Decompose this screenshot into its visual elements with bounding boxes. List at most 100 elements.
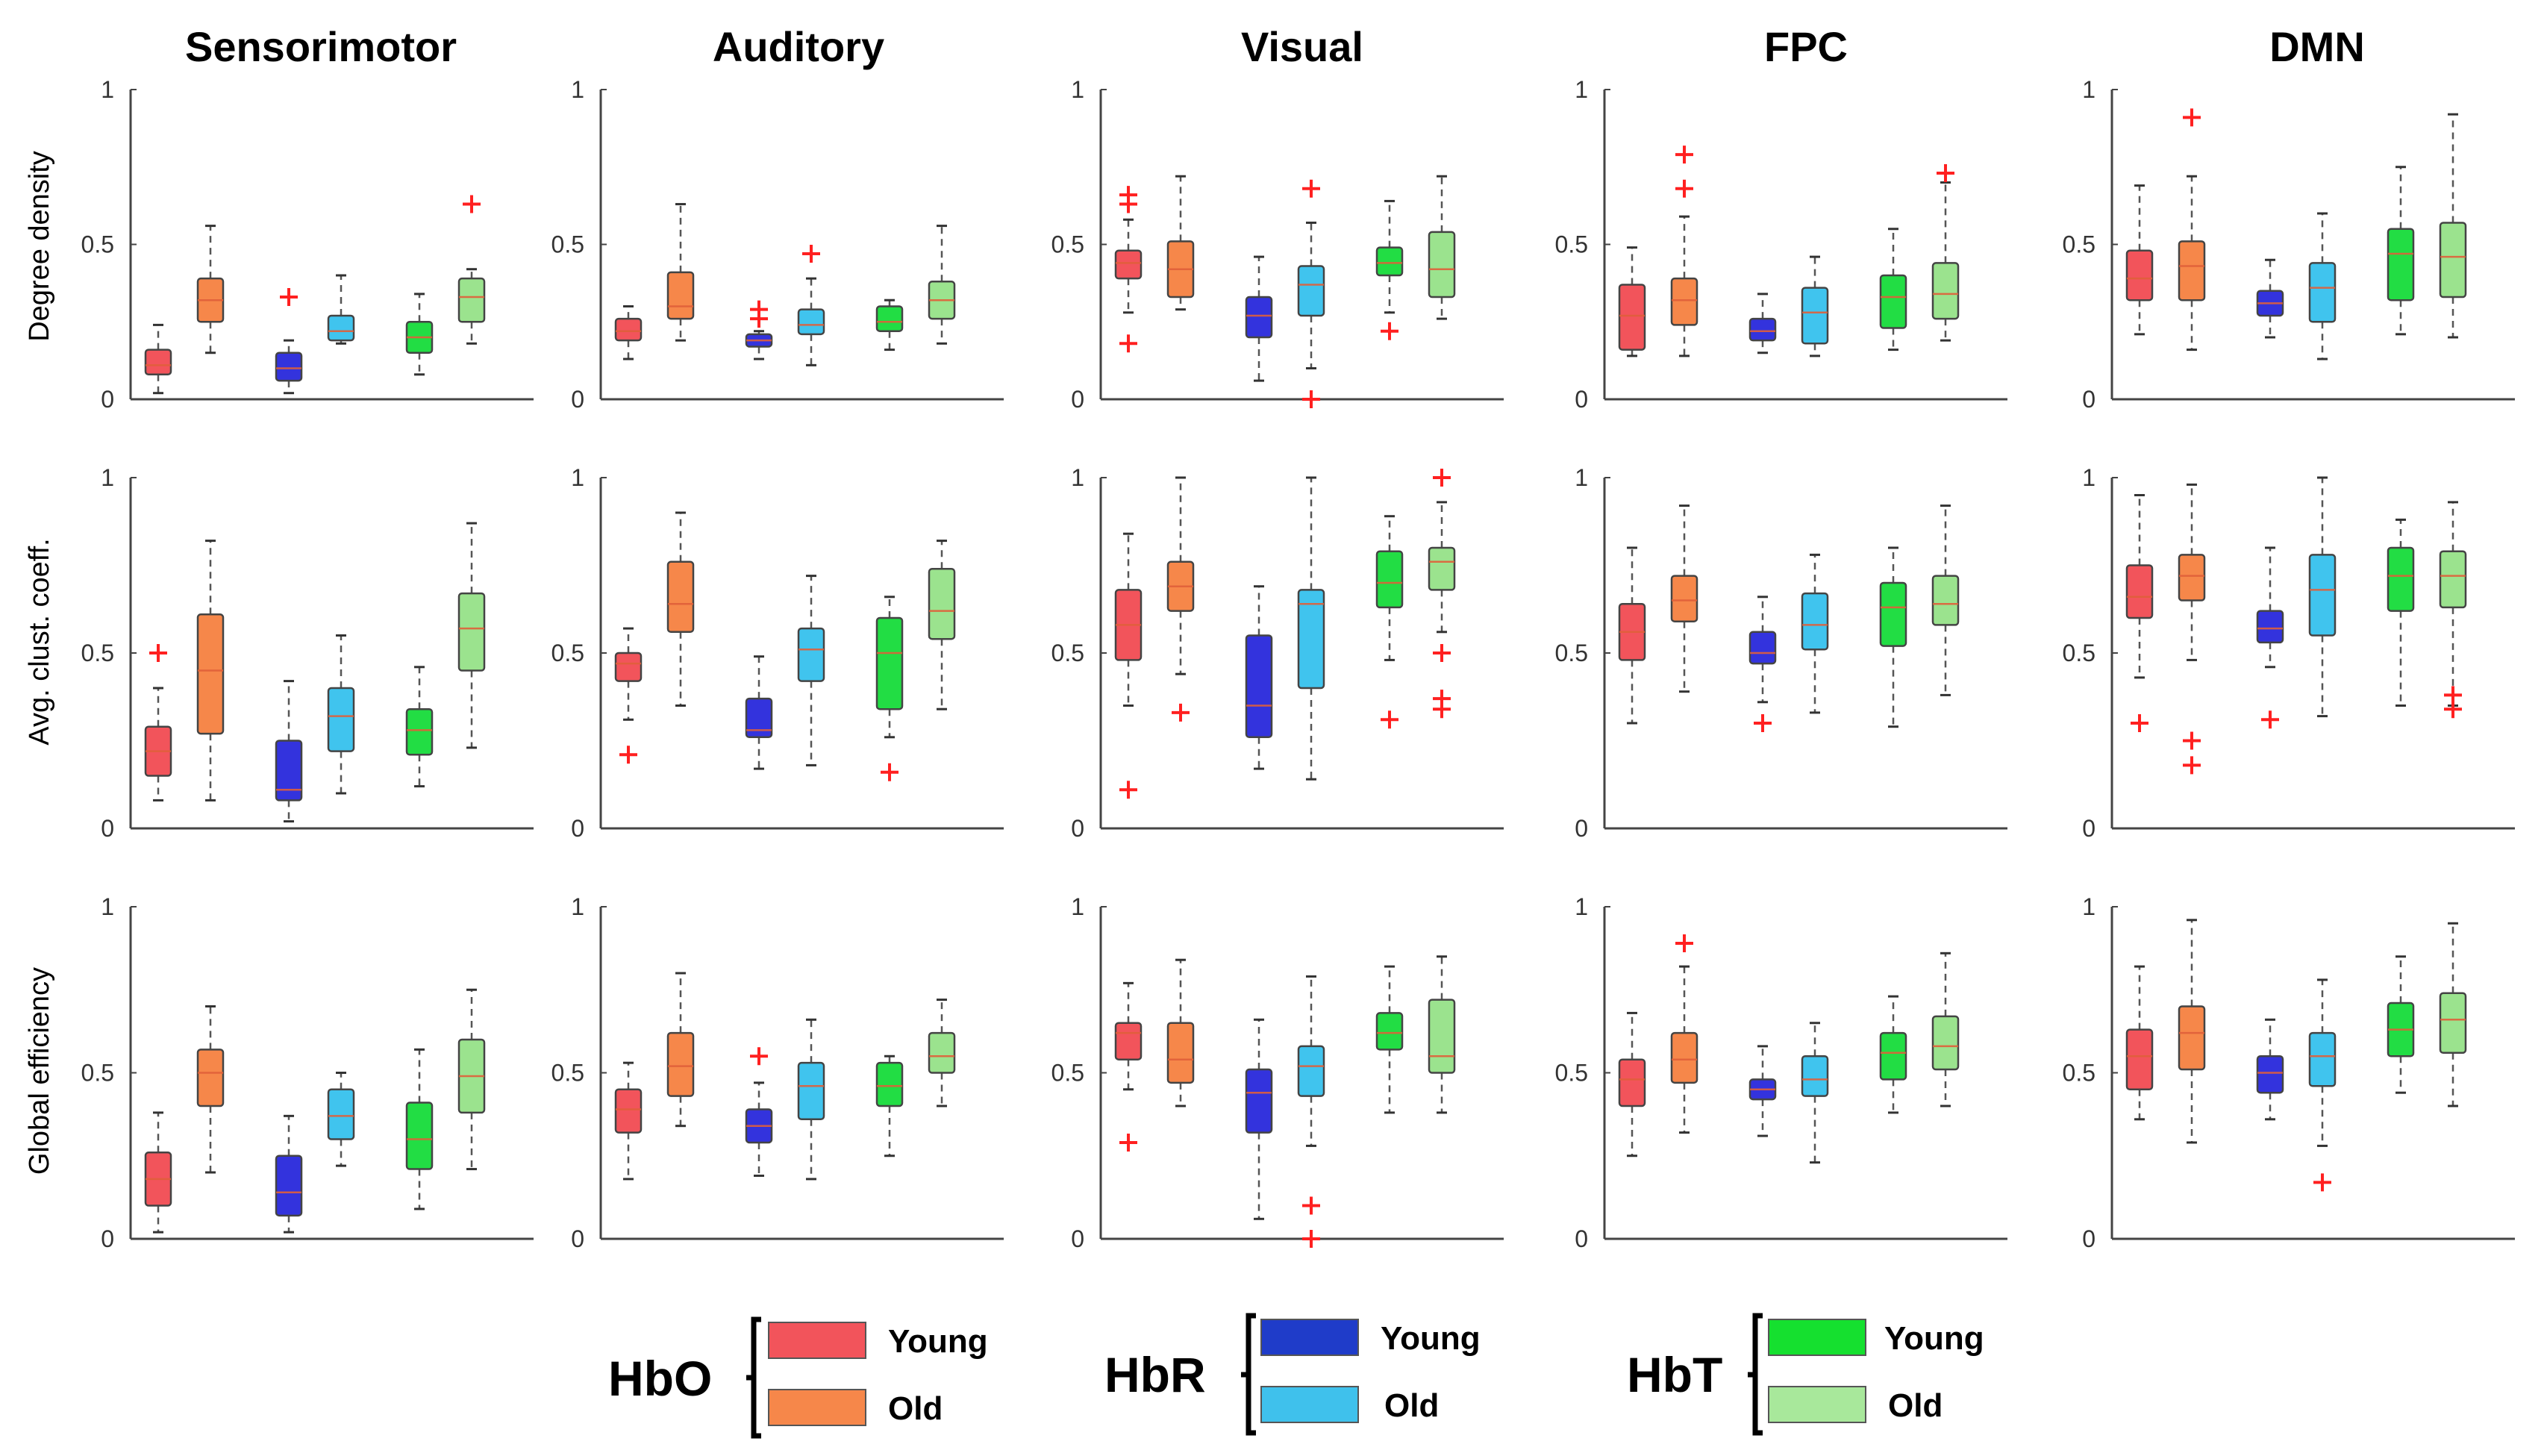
box-hbt-old [1428,469,1456,719]
box-hbo-young [144,323,172,395]
y-tick-label: 1 [571,76,584,103]
box-iqr [144,349,172,376]
outlier-marker [2183,756,2201,775]
box-hbo-old [1670,146,1698,357]
y-tick-label: 1 [101,893,114,920]
box-hbr-old [797,244,825,366]
box-iqr [1375,550,1404,609]
box-iqr [405,707,434,756]
y-tick-label: 0 [2082,386,2095,413]
panel-avg-clust-coeff-fpc: 00.51 [1555,464,2007,842]
box-iqr [928,1031,956,1074]
box-iqr [1801,1055,1829,1097]
box-hbo-young [2125,184,2154,336]
box-iqr [666,271,695,320]
box-iqr [1801,287,1829,345]
y-tick-label: 0.5 [2063,640,2095,666]
outlier-marker [1433,644,1451,662]
box-hbt-old [457,988,486,1171]
box-iqr [1428,231,1456,299]
panel-degree-density-dmn: 00.51 [2063,76,2515,413]
outlier-marker [750,1047,768,1066]
box-hbt-young [405,293,434,376]
box-iqr [275,1155,303,1217]
legend-group-label-hbo: HbO [608,1351,712,1406]
y-tick-label: 0.5 [551,231,584,258]
legend-swatch-hbo-young [768,1322,866,1359]
panel-global-efficiency-sensorimotor: 00.51 [81,893,534,1252]
box-iqr [1748,631,1777,665]
y-tick-label: 1 [2082,76,2095,103]
outlier-marker [1754,714,1772,732]
y-tick-label: 0 [571,815,584,842]
box-iqr [1428,546,1456,591]
legend-swatch-hbr-old [1260,1386,1359,1423]
outlier-marker [1675,934,1693,952]
box-iqr [614,1088,643,1134]
box-hbr-young [2256,546,2284,729]
box-hbt-old [1931,504,1960,696]
box-iqr [1166,1022,1195,1084]
y-tick-label: 0.5 [81,640,114,666]
row-label-avg-clust-coeff: Avg. clust. coeff. [24,538,55,745]
outlier-marker [1119,781,1137,799]
box-hbr-old [1297,476,1325,781]
box-hbr-young [2256,1018,2284,1121]
box-hbo-young [1618,546,1646,725]
box-hbt-young [2387,518,2415,707]
box-hbo-old [1166,958,1195,1107]
y-tick-label: 0.5 [2063,1060,2095,1087]
box-iqr [2308,262,2337,323]
box-hbt-young [1879,228,1907,351]
box-iqr [275,351,303,382]
box-hbt-old [2439,113,2467,339]
box-iqr [2439,992,2467,1054]
outlier-marker [2261,710,2279,729]
box-iqr [614,317,643,342]
box-hbt-old [2439,501,2467,719]
box-iqr [196,613,225,735]
panel-degree-density-visual: 00.51 [1051,76,1504,413]
column-title-fpc: FPC [1764,23,1848,70]
box-iqr [1879,1031,1907,1081]
outlier-marker [1433,469,1451,487]
box-iqr [875,616,904,710]
box-iqr [457,277,486,323]
box-iqr [2125,249,2154,301]
legend: HbO Young Old HbR Young Old HbT Young Ol… [608,1313,1984,1439]
box-iqr [797,627,825,682]
box-iqr [327,687,355,752]
box-hbo-old [2178,919,2206,1144]
outlier-marker [1675,179,1693,198]
y-tick-label: 0 [101,1225,114,1252]
legend-group-label-hbt: HbT [1627,1347,1722,1402]
box-iqr [1670,575,1698,622]
box-iqr [745,697,773,739]
box-hbt-young [1879,995,1907,1114]
y-tick-label: 1 [1575,893,1588,920]
box-hbt-young [1879,546,1907,728]
box-iqr [1670,277,1698,326]
box-hbo-young [614,305,643,360]
outlier-marker [1302,1196,1320,1215]
y-tick-label: 0.5 [1555,640,1588,666]
legend-swatch-hbt-old [1768,1386,1866,1423]
box-hbr-young [275,288,303,395]
box-hbr-young [745,655,773,770]
box-hbt-old [457,195,486,345]
box-hbr-old [2308,212,2337,360]
box-hbt-young [2387,166,2415,336]
outlier-marker [1302,1230,1320,1248]
box-hbr-young [1748,293,1777,354]
y-tick-label: 0.5 [1051,1060,1084,1087]
box-hbo-young [1618,246,1646,357]
box-iqr [2439,222,2467,299]
box-hbt-old [457,522,486,749]
outlier-marker [2444,686,2462,704]
box-hbo-old [2178,483,2206,775]
legend-label-hbt-young: Young [1884,1320,1984,1357]
box-hbo-old [1166,175,1195,311]
y-tick-label: 1 [571,893,584,920]
box-hbo-young [1114,532,1143,799]
